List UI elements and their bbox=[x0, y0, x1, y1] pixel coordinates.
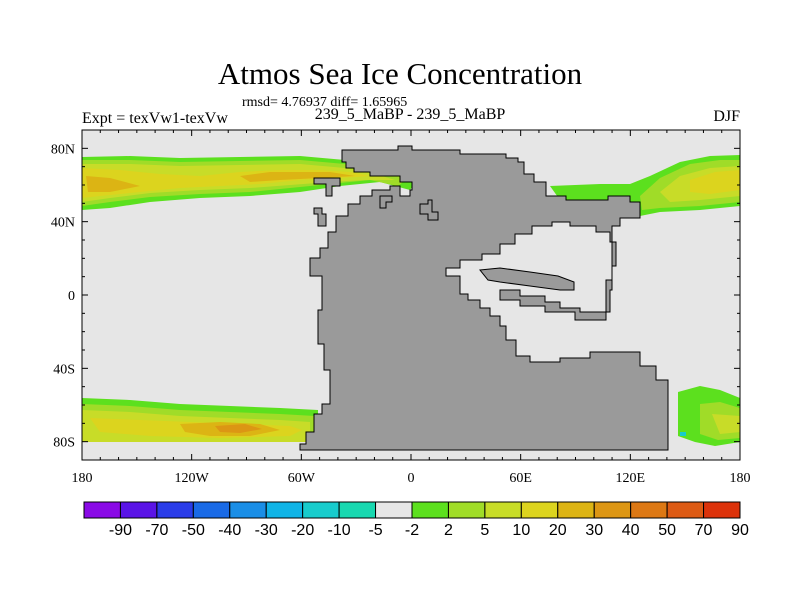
colorbar-label: -90 bbox=[109, 522, 132, 539]
colorbar-swatch bbox=[375, 501, 413, 519]
case-label: 239_5_MaBP - 239_5_MaBP bbox=[314, 106, 506, 123]
chart-title: Atmos Sea Ice Concentration bbox=[217, 56, 583, 91]
x-tick-label: 120E bbox=[616, 471, 646, 486]
y-tick-label: 0 bbox=[68, 289, 75, 304]
colorbar-swatch bbox=[593, 501, 632, 519]
chart-subtitle: rmsd= 4.76937 diff= 1.65965 bbox=[242, 95, 408, 110]
colorbar-label: 30 bbox=[585, 522, 603, 539]
ice-contour-40 bbox=[215, 424, 262, 433]
south-ice-band-east bbox=[678, 386, 740, 446]
colorbar-swatch bbox=[302, 501, 340, 519]
plot-area bbox=[81, 129, 741, 461]
ice-contour-minus2 bbox=[680, 432, 686, 436]
colorbar-label: -40 bbox=[218, 522, 241, 539]
colorbar-label: -10 bbox=[328, 522, 351, 539]
y-tick-label: 40S bbox=[53, 362, 75, 377]
north-ice-band-west bbox=[82, 156, 420, 210]
colorbar-swatch bbox=[265, 501, 304, 519]
colorbar-swatch bbox=[229, 501, 267, 519]
y-tick-label: 40N bbox=[51, 216, 75, 231]
x-tick-label: 180 bbox=[72, 471, 93, 486]
season-label: DJF bbox=[713, 108, 740, 125]
x-tick-label: 60E bbox=[509, 471, 532, 486]
colorbar-swatch bbox=[703, 501, 741, 519]
inner-sea-shore bbox=[479, 267, 575, 291]
colorbar-label: 5 bbox=[480, 522, 489, 539]
colorbar-swatch bbox=[411, 501, 449, 519]
colorbar-label: 50 bbox=[658, 522, 676, 539]
colorbar-swatch bbox=[119, 501, 158, 519]
ice-contour-10 bbox=[712, 414, 740, 434]
land-mask bbox=[299, 145, 669, 451]
western-island bbox=[313, 207, 327, 227]
colorbar-label: 2 bbox=[444, 522, 453, 539]
colorbar: -90 -70 -50 -40 -30 -20 -10 -5 -2 2 5 10 20 30 40 50 70 9… bbox=[83, 501, 749, 539]
north-ice-band-east bbox=[550, 155, 740, 216]
experiment-label: Expt = texVw1-texVw bbox=[82, 110, 228, 127]
colorbar-swatch bbox=[338, 501, 377, 519]
colorbar-label: -20 bbox=[291, 522, 314, 539]
western-peninsula bbox=[313, 177, 341, 197]
colorbar-swatch bbox=[557, 501, 595, 519]
x-axis: 180 120W 60W 0 60E 120E 180 bbox=[72, 130, 751, 486]
colorbar-label: -2 bbox=[405, 522, 419, 539]
colorbar-swatch bbox=[192, 501, 231, 519]
northern-island bbox=[379, 195, 393, 209]
colorbar-swatch bbox=[447, 501, 486, 519]
colorbar-swatch bbox=[520, 501, 559, 519]
x-tick-label: 0 bbox=[408, 471, 415, 486]
colorbar-label: 20 bbox=[549, 522, 567, 539]
south-ice-band-west bbox=[82, 398, 318, 442]
colorbar-label: -50 bbox=[182, 522, 205, 539]
colorbar-label: 40 bbox=[622, 522, 640, 539]
colorbar-label: 70 bbox=[695, 522, 713, 539]
eastern-islet bbox=[419, 199, 439, 221]
colorbar-label: 90 bbox=[731, 522, 749, 539]
ice-contour-20 bbox=[690, 170, 740, 194]
x-tick-label: 120W bbox=[175, 471, 210, 486]
y-axis: 80N 40N 0 40S 80S bbox=[51, 142, 740, 451]
colorbar-swatch bbox=[156, 501, 194, 519]
colorbar-label: 10 bbox=[512, 522, 530, 539]
x-tick-label: 60W bbox=[288, 471, 316, 486]
colorbar-swatch bbox=[666, 501, 705, 519]
supercontinent-landmass bbox=[299, 145, 669, 451]
y-tick-label: 80N bbox=[51, 142, 75, 157]
colorbar-swatch bbox=[83, 501, 121, 519]
colorbar-label: -5 bbox=[368, 522, 382, 539]
colorbar-label: -30 bbox=[255, 522, 278, 539]
ice-contour-30 bbox=[86, 172, 355, 192]
y-tick-label: 80S bbox=[53, 436, 75, 451]
colorbar-swatch bbox=[630, 501, 668, 519]
x-tick-label: 180 bbox=[730, 471, 751, 486]
colorbar-swatch bbox=[484, 501, 522, 519]
colorbar-label: -70 bbox=[145, 522, 168, 539]
